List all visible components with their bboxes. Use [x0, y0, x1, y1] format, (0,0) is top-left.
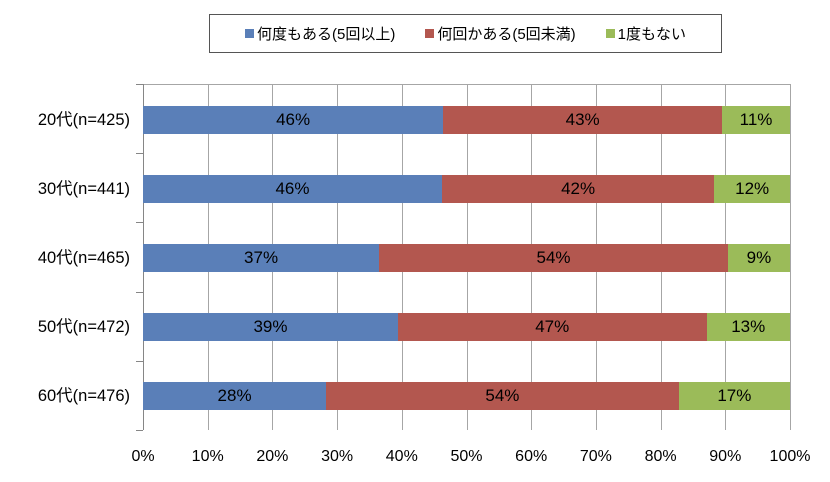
bar-row: 39% 47% 13% — [143, 313, 790, 342]
x-tick-label: 100% — [769, 448, 811, 465]
x-tick-label: 80% — [644, 448, 677, 465]
bar-segment: 37% — [143, 244, 380, 272]
gridline — [790, 84, 791, 430]
x-tick-label: 30% — [321, 448, 354, 465]
top-gridline — [137, 84, 790, 85]
legend-swatch-icon — [605, 29, 615, 38]
y-tick — [136, 153, 143, 155]
legend-swatch-icon — [244, 29, 254, 38]
x-tick-label: 60% — [515, 448, 548, 465]
category-label: 60代(n=476) — [37, 387, 130, 406]
x-tick-label: 40% — [385, 448, 418, 465]
bar-segment: 39% — [143, 313, 398, 342]
y-tick — [136, 222, 143, 224]
bar-segment: 9% — [727, 244, 790, 272]
legend-label: 1度もない — [617, 26, 687, 43]
bar-segment: 46% — [143, 105, 444, 134]
y-tick — [136, 84, 143, 85]
bar-segment: 54% — [379, 244, 728, 272]
y-tick — [136, 360, 143, 362]
legend-item: 何度もある(5回以上) — [244, 23, 396, 44]
x-tick-label: 0% — [131, 448, 155, 465]
y-tick — [136, 430, 143, 431]
legend-swatch-icon — [425, 29, 435, 38]
legend-item: 1度もない — [605, 23, 687, 44]
bar-segment: 17% — [678, 382, 790, 411]
y-tick — [136, 291, 143, 293]
category-label: 20代(n=425) — [37, 110, 130, 129]
bar-segment: 42% — [441, 174, 715, 203]
category-label: 40代(n=465) — [37, 249, 130, 267]
bar-row: 46% 42% 12% — [143, 174, 790, 203]
bar-segment: 43% — [443, 105, 723, 134]
legend-item: 何回かある(5回未満) — [425, 23, 576, 44]
x-tick-label: 90% — [709, 448, 742, 465]
bar-row: 46% 43% 11% — [143, 105, 790, 134]
x-tick-label: 20% — [256, 448, 289, 465]
bar-segment: 54% — [326, 382, 679, 411]
x-tick-label: 10% — [191, 448, 224, 465]
x-tick-label: 70% — [579, 448, 612, 465]
legend-label: 何回かある(5回未満) — [437, 26, 576, 43]
legend-label: 何度もある(5回以上) — [256, 26, 396, 43]
bar-segment: 47% — [397, 313, 707, 342]
x-tick-label: 50% — [450, 448, 483, 465]
bar-segment: 13% — [706, 313, 790, 342]
bar-row: 28% 54% 17% — [143, 382, 790, 411]
bar-segment: 12% — [714, 174, 790, 203]
bar-row: 37% 54% 9% — [143, 244, 790, 272]
category-label: 30代(n=441) — [37, 179, 130, 198]
plot-area: 46% 43% 11% 46% 42% 12% 37% 54% 9% 39% 47% 13% 28% 54… — [136, 84, 791, 431]
bar-segment: 11% — [722, 105, 790, 134]
category-label: 50代(n=472) — [37, 318, 130, 337]
bar-segment: 46% — [143, 174, 442, 203]
bar-segment: 28% — [143, 382, 327, 411]
legend: 何度もある(5回以上) 何回かある(5回未満) 1度もない — [209, 14, 722, 53]
